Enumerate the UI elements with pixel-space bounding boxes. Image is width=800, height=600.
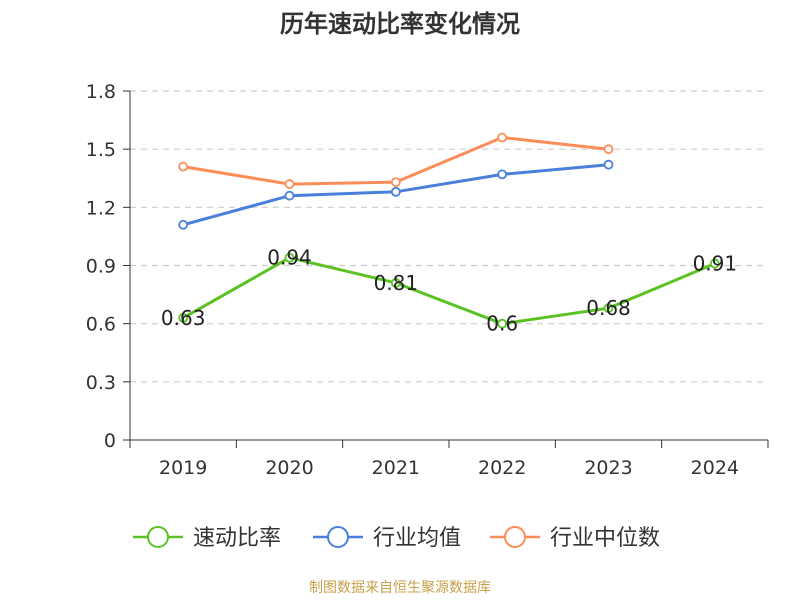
- data-label: 0.6: [486, 312, 518, 336]
- y-tick-label: 1.2: [86, 197, 116, 219]
- data-label-layer: 0.63 0.94 0.81 0.6 0.68 0.91: [161, 246, 737, 336]
- data-point: [178, 219, 189, 230]
- series-line: [181, 256, 717, 326]
- y-tick-label: 0.9: [86, 256, 116, 278]
- legend: 速动比率 行业均值 行业中位数: [133, 526, 660, 551]
- data-point: [497, 318, 508, 329]
- x-tick-label: 2019: [159, 457, 207, 479]
- data-point: [603, 159, 614, 170]
- legend-label: 行业均值: [373, 526, 461, 551]
- legend-swatch-marker: [147, 526, 169, 548]
- data-point: [390, 186, 401, 197]
- data-label: 0.91: [693, 252, 738, 276]
- data-point: [178, 312, 189, 323]
- data-label: 0.63: [161, 306, 206, 330]
- data-label: 0.68: [586, 296, 631, 320]
- legend-label: 行业中位数: [550, 526, 660, 551]
- y-tick-label: 0.6: [86, 314, 116, 336]
- series-line: [181, 136, 610, 186]
- source-note: 制图数据来自恒生聚源数据库: [309, 580, 491, 596]
- data-point: [178, 161, 189, 172]
- data-point: [390, 278, 401, 288]
- x-tick-label: 2022: [478, 457, 526, 479]
- x-tick-label: 2023: [584, 457, 632, 479]
- y-tick-label: 1.5: [86, 139, 116, 161]
- legend-label: 速动比率: [193, 526, 281, 551]
- axis-layer: 0 0.3 0.6 0.9 1.2 1.5 1.8 2019 2020 2021 2022 2023 2…: [86, 81, 769, 479]
- data-point: [284, 252, 295, 263]
- grid-layer: [130, 90, 768, 383]
- series-layer: [178, 132, 720, 329]
- x-tick-label: 2020: [265, 457, 313, 479]
- x-tick-label: 2021: [372, 457, 420, 479]
- data-point: [497, 169, 508, 180]
- data-point: [709, 258, 720, 269]
- data-point: [603, 303, 614, 314]
- data-point: [603, 144, 614, 155]
- data-point: [284, 179, 295, 189]
- data-label: 0.81: [374, 271, 419, 295]
- y-tick-label: 0.3: [86, 372, 116, 394]
- y-tick-label: 0: [104, 430, 116, 452]
- data-point: [284, 190, 295, 201]
- x-tick-label: 2024: [691, 457, 739, 479]
- chart-title: 历年速动比率变化情况: [280, 10, 520, 38]
- legend-swatch-marker: [327, 526, 349, 548]
- data-point: [497, 132, 508, 143]
- legend-swatch-marker: [504, 526, 526, 548]
- data-label: 0.94: [267, 246, 312, 270]
- data-point: [390, 177, 401, 188]
- y-tick-label: 1.8: [86, 81, 116, 103]
